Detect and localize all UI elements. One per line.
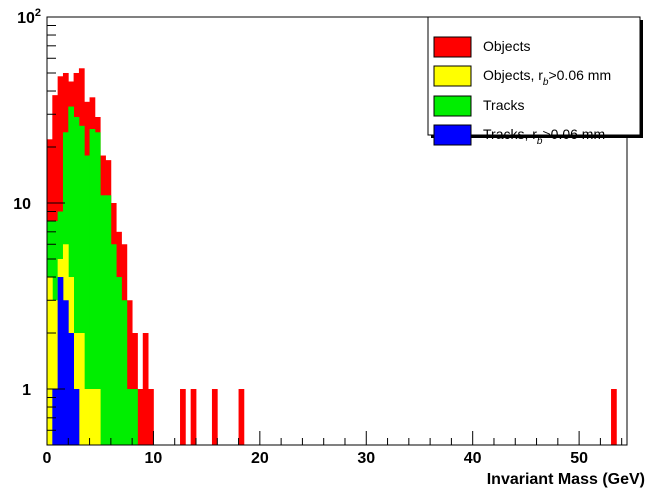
bar-tracks: [116, 277, 122, 445]
x-tick-label: 40: [464, 450, 482, 467]
y-tick-label: 102: [17, 7, 41, 27]
bar-objects-r-b-0-06-mm: [47, 277, 53, 445]
legend-swatch: [433, 124, 472, 146]
plot-frame: [46, 16, 628, 446]
x-tick-label: 50: [570, 450, 588, 467]
legend-label: Objects: [483, 38, 530, 54]
bar-tracks: [89, 128, 96, 446]
bar-tracks-r-b-0-06-mm: [57, 277, 64, 445]
bar-tracks: [100, 195, 106, 445]
bar-tracks: [73, 117, 80, 445]
legend-label-subscript: b: [537, 136, 543, 147]
legend-label-main: Tracks: [483, 97, 524, 113]
bar-tracks: [121, 300, 128, 445]
bar-objects: [238, 389, 245, 445]
bar-objects-r-b-0-06-mm: [89, 389, 96, 445]
legend-swatch: [433, 36, 472, 58]
bar-objects: [126, 300, 133, 445]
legend-label-tail: >0.06 mm: [548, 67, 611, 83]
bar-objects: [137, 389, 144, 445]
bar-objects-r-b-0-06-mm: [78, 333, 85, 445]
bar-tracks-r-b-0-06-mm: [73, 389, 80, 445]
bar-objects-r-b-0-06-mm: [52, 300, 59, 445]
x-tick-label: 20: [251, 450, 269, 467]
bar-tracks: [132, 389, 138, 445]
bar-tracks-r-b-0-06-mm: [68, 333, 74, 445]
histogram-bars: [47, 68, 617, 446]
bar-objects: [148, 389, 154, 445]
y-tick-base: 10: [17, 10, 35, 27]
x-tick-label: 0: [43, 450, 52, 467]
legend-label-subscript: b: [543, 77, 549, 88]
y-tick-label: 1: [22, 382, 31, 399]
legend-label-main: Objects, r: [483, 67, 543, 83]
bar-objects: [211, 389, 218, 445]
bar-tracks: [94, 132, 101, 445]
x-tick-label: 10: [145, 450, 163, 467]
bar-tracks: [110, 244, 117, 445]
legend-label-main: Tracks, r: [483, 126, 537, 142]
legend-swatch: [433, 65, 472, 87]
legend-label: Tracks, rb>0.06 mm: [483, 126, 605, 147]
bar-tracks-r-b-0-06-mm: [62, 300, 69, 445]
bar-tracks: [68, 106, 74, 445]
bar-objects: [190, 389, 197, 445]
bar-tracks: [105, 195, 112, 445]
legend-label-main: Objects: [483, 38, 530, 54]
bar-tracks-r-b-0-06-mm: [52, 389, 59, 445]
legend-label: Tracks: [483, 97, 524, 113]
bar-tracks: [84, 155, 90, 445]
bar-tracks: [78, 125, 85, 445]
legend-swatch: [433, 95, 472, 117]
bar-objects-r-b-0-06-mm: [94, 389, 101, 445]
x-axis-title: Invariant Mass (GeV): [487, 471, 645, 488]
bar-objects: [132, 333, 138, 445]
bar-objects-r-b-0-06-mm: [84, 389, 90, 445]
bar-tracks: [126, 389, 133, 445]
y-tick-label: 10: [13, 196, 31, 213]
legend-label-tail: >0.06 mm: [542, 126, 605, 142]
legend-label: Objects, rb>0.06 mm: [483, 67, 611, 88]
bar-objects: [142, 333, 149, 445]
y-tick-exponent: 2: [35, 7, 41, 19]
bar-objects: [180, 389, 186, 445]
bar-objects-r-b-0-06-mm: [73, 333, 80, 445]
x-tick-label: 30: [357, 450, 375, 467]
bar-objects: [611, 389, 617, 445]
